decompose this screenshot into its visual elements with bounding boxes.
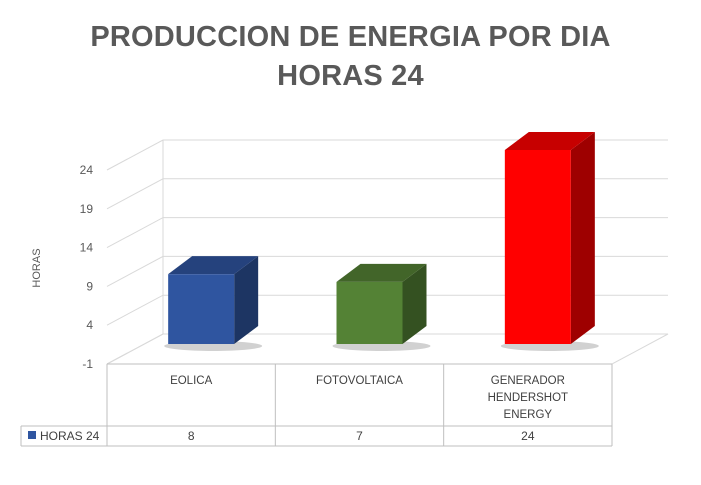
data-table-value: 24 — [521, 429, 535, 443]
bar-front — [336, 281, 403, 344]
y-tick-label: 24 — [80, 163, 94, 177]
legend-label: HORAS 24 — [40, 429, 100, 443]
data-table-value: 8 — [188, 429, 195, 443]
category-label: EOLICA — [170, 375, 213, 387]
gridline — [106, 139, 668, 171]
chart-title-line-2: HORAS 24 — [277, 60, 424, 92]
bar — [332, 263, 431, 351]
bar-top — [336, 263, 427, 282]
gridline — [106, 294, 668, 326]
category-label: ENERGY — [504, 409, 553, 421]
y-axis-label: HORAS — [31, 248, 43, 287]
category-label: GENERADOR — [491, 375, 565, 387]
y-axis-ticks: -1 4 9 14 19 24 — [80, 163, 94, 371]
category-label: HENDERSHOT — [488, 392, 569, 404]
gridline — [106, 217, 668, 249]
bar-side — [234, 256, 259, 344]
gridline — [106, 178, 668, 210]
chart-title-line-1: PRODUCCION DE ENERGIA POR DIA — [90, 21, 611, 53]
bars — [164, 132, 599, 351]
bar-side — [402, 263, 427, 344]
y-tick-label: 19 — [80, 202, 94, 216]
y-tick-label: -1 — [82, 357, 93, 371]
bar-front — [504, 150, 571, 344]
bar-front — [168, 274, 235, 344]
chart-title: PRODUCCION DE ENERGIA POR DIA HORAS 24 — [0, 18, 701, 96]
y-tick-label: 9 — [86, 279, 93, 293]
data-table-value: 7 — [356, 429, 363, 443]
bar-side — [570, 132, 595, 344]
gridline — [106, 333, 668, 365]
bar-top — [504, 132, 595, 150]
data-table: EOLICA FOTOVOLTAICA GENERADOR HENDERSHOT ENE… — [20, 363, 613, 447]
gridlines — [106, 139, 668, 365]
gridline — [106, 255, 668, 287]
y-tick-label: 14 — [80, 241, 94, 255]
bar — [500, 132, 599, 351]
bar-top — [168, 256, 259, 275]
legend-swatch — [28, 431, 36, 439]
category-label: FOTOVOLTAICA — [316, 375, 403, 387]
bar — [164, 256, 263, 351]
y-tick-label: 4 — [86, 318, 93, 332]
